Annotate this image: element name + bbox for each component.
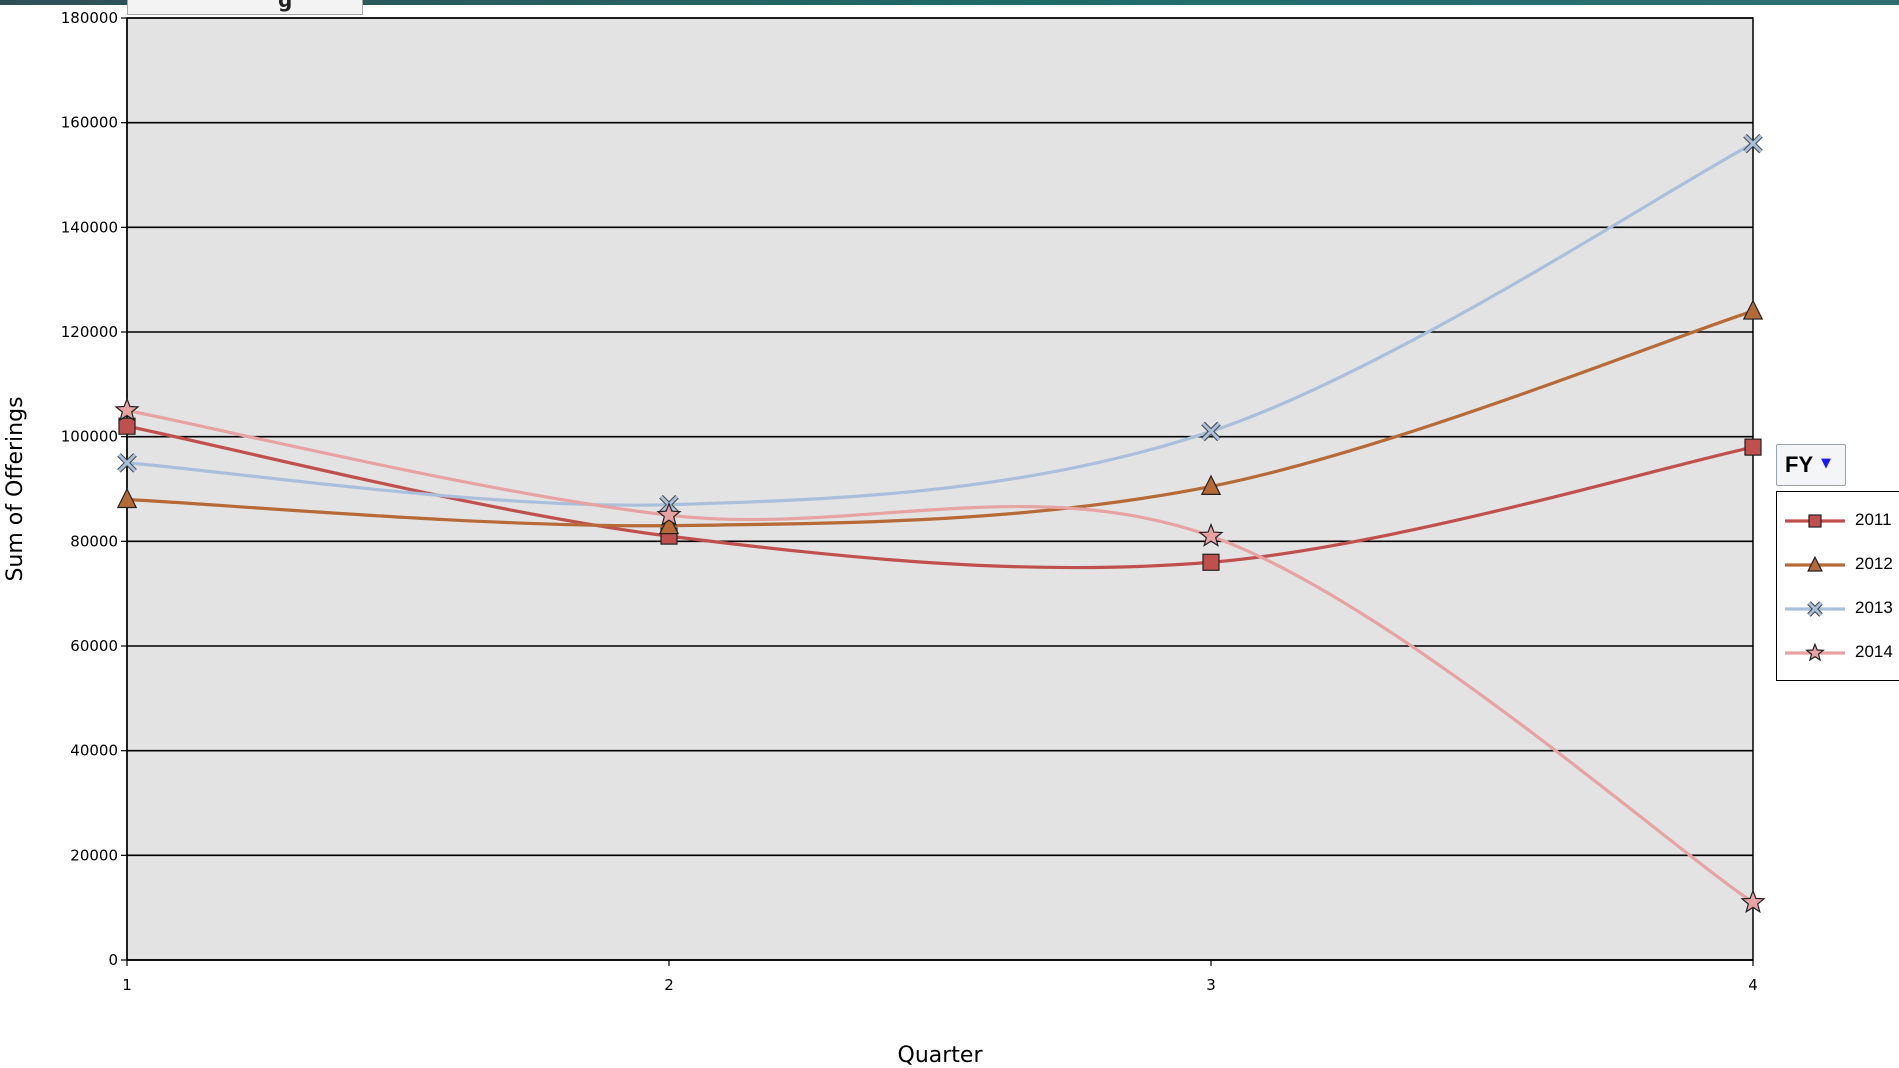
legend-item-2013: 2013 bbox=[1783, 594, 1899, 624]
data-point-2011 bbox=[118, 417, 136, 435]
field-button[interactable]: g bbox=[127, 0, 363, 15]
legend-marker bbox=[1807, 601, 1823, 617]
legend-item-2012: 2012 bbox=[1783, 550, 1899, 580]
data-point-2014 bbox=[114, 397, 140, 422]
legend-marker bbox=[1807, 555, 1823, 572]
legend-swatch bbox=[1785, 601, 1845, 617]
legend-label: 2011 bbox=[1855, 510, 1892, 529]
legend-filter-button[interactable]: FY ▼ bbox=[1776, 444, 1846, 486]
y-tick-label: 160000 bbox=[61, 114, 118, 132]
y-tick-label: 140000 bbox=[61, 218, 118, 236]
y-tick-label: 20000 bbox=[70, 846, 118, 864]
x-tick-label: 2 bbox=[664, 976, 674, 994]
field-button-label: g bbox=[278, 0, 293, 12]
legend-marker bbox=[1805, 642, 1825, 662]
x-axis-title: Quarter bbox=[898, 1043, 984, 1068]
legend: 2011 2012 2013 2014 bbox=[1776, 491, 1899, 681]
data-point-2013 bbox=[117, 453, 137, 473]
data-point-2014 bbox=[1740, 889, 1766, 914]
series-line-2013 bbox=[126, 142, 1754, 507]
y-tick-label: 0 bbox=[108, 951, 118, 969]
y-tick-label: 180000 bbox=[61, 9, 118, 27]
dropdown-arrow-icon: ▼ bbox=[1821, 456, 1831, 471]
y-tick-label: 80000 bbox=[70, 532, 118, 550]
window-top-bar bbox=[0, 0, 1899, 5]
y-tick-label: 120000 bbox=[61, 323, 118, 341]
data-point-2011 bbox=[1202, 553, 1220, 571]
y-tick-label: 40000 bbox=[70, 742, 118, 760]
x-axis: 1 2 3 4 bbox=[122, 959, 1758, 994]
legend-label: 2014 bbox=[1855, 642, 1893, 661]
x-tick-label: 4 bbox=[1748, 976, 1758, 994]
legend-swatch bbox=[1785, 555, 1845, 572]
series-line-2011 bbox=[126, 424, 1754, 570]
data-point-2012 bbox=[1742, 299, 1764, 320]
y-tick-label: 60000 bbox=[70, 637, 118, 655]
legend-label: 2012 bbox=[1855, 554, 1893, 573]
legend-swatch bbox=[1785, 514, 1845, 528]
series-line-2014 bbox=[126, 408, 1754, 904]
x-tick-label: 1 bbox=[122, 976, 132, 994]
y-axis: 0 20000 40000 60000 80000 100000 120000 140000 1… bbox=[61, 9, 128, 969]
data-point-2014 bbox=[656, 501, 682, 526]
data-point-2012 bbox=[116, 487, 138, 509]
data-point-2012 bbox=[658, 513, 680, 535]
y-tick-label: 100000 bbox=[61, 428, 118, 446]
data-point-2011 bbox=[1744, 438, 1762, 456]
series-line-2012 bbox=[126, 309, 1754, 528]
x-tick-label: 3 bbox=[1206, 976, 1216, 994]
legend-swatch bbox=[1785, 642, 1845, 662]
legend-item-2014: 2014 bbox=[1783, 638, 1899, 668]
legend-marker bbox=[1808, 514, 1822, 528]
data-point-2014 bbox=[1198, 522, 1224, 547]
data-point-2013 bbox=[1201, 421, 1221, 442]
data-point-2012 bbox=[1200, 474, 1222, 495]
legend-item-2011: 2011 bbox=[1783, 506, 1899, 536]
legend-title: FY bbox=[1785, 452, 1814, 477]
data-point-2013 bbox=[1743, 133, 1763, 154]
legend-label: 2013 bbox=[1855, 598, 1893, 617]
series-layer bbox=[114, 133, 1766, 914]
y-axis-title: Sum of Offerings bbox=[3, 396, 28, 581]
